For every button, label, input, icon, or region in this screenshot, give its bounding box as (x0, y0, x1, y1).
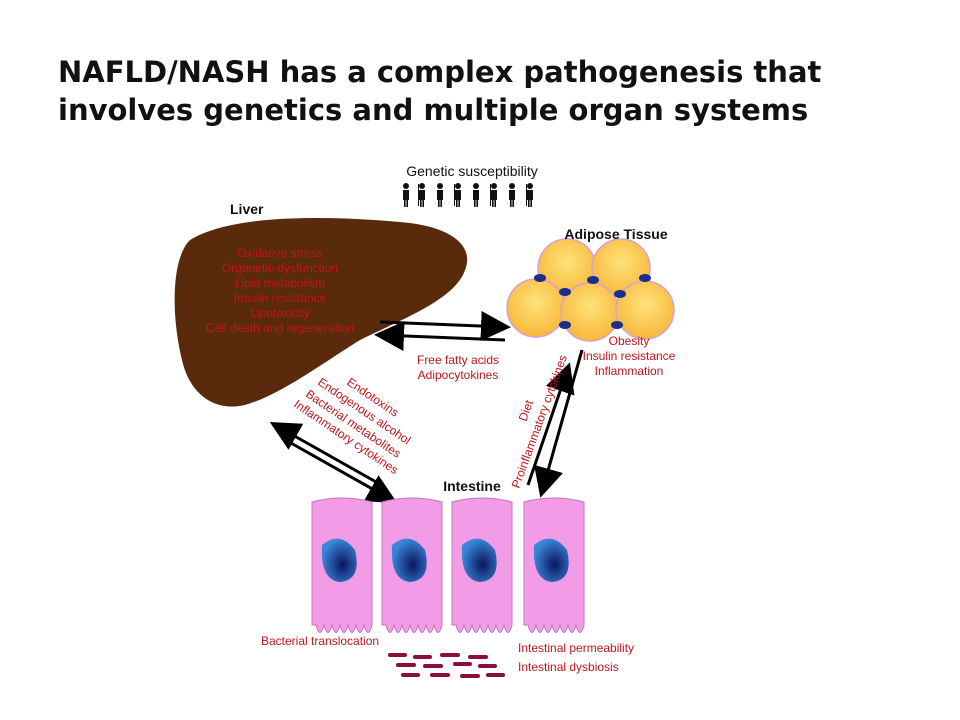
intestine-note: Intestinal dysbiosis (518, 660, 619, 674)
title-line: involves genetics and multiple organ sys… (58, 93, 808, 127)
arrows (269, 311, 584, 503)
bacteria (388, 653, 505, 678)
liver-shape (174, 217, 468, 407)
liver-label: Liver (230, 201, 264, 217)
intestine-note: Bacterial translocation (261, 634, 379, 648)
adipose-item: Inflammation (595, 364, 664, 378)
adipose-cells (506, 238, 675, 342)
intestine-note: Intestinal permeability (518, 641, 634, 655)
liver-item: Cell death and regeneration (206, 321, 354, 335)
flow-label: Adipocytokines (418, 368, 499, 382)
intestine-cells (311, 497, 585, 633)
title-line: NAFLD/NASH has a complex pathogenesis th… (58, 55, 822, 89)
adipose-item: Obesity (609, 334, 650, 348)
adipose-label: Adipose Tissue (564, 226, 667, 242)
intestine-label: Intestine (443, 478, 501, 494)
genetic-label: Genetic susceptibility (406, 163, 538, 179)
adipose-item: Insulin resistance (583, 349, 676, 363)
liver-item: Oxidative stress (237, 246, 322, 260)
liver-item: Lipid metabolism (235, 276, 325, 290)
liver-item: Insulin resistance (234, 291, 327, 305)
liver-item: Organelle dysfunction (222, 261, 338, 275)
flow-label: Free fatty acids (417, 353, 499, 367)
people-icons (403, 183, 533, 207)
liver-item: Lipotoxicity (250, 306, 309, 320)
